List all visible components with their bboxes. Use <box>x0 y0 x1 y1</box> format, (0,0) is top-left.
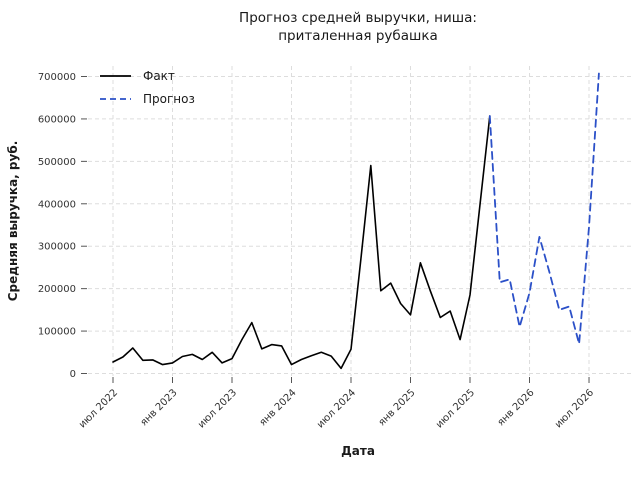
y-tick-label: 500000 <box>38 157 76 168</box>
grid <box>88 66 632 376</box>
y-tick-label: 100000 <box>38 327 76 338</box>
x-tick-label: июл 2023 <box>196 387 239 430</box>
x-tick-label: янв 2024 <box>258 387 299 428</box>
x-tick-label: янв 2025 <box>377 387 418 428</box>
y-tick-label: 400000 <box>38 199 76 210</box>
x-tick-label: июл 2024 <box>315 387 358 430</box>
x-tick-label: янв 2023 <box>139 387 180 428</box>
x-tick-label: июл 2026 <box>553 387 596 430</box>
y-tick-label: 200000 <box>38 284 76 295</box>
y-tick-label: 700000 <box>38 72 76 83</box>
x-tick-label: июл 2025 <box>434 387 477 430</box>
y-axis-label: Средняя выручка, руб. <box>6 141 20 302</box>
chart-title-line2: приталенная рубашка <box>278 28 438 44</box>
legend-fact-label: Факт <box>143 69 175 83</box>
data-series <box>112 72 600 370</box>
axis-ticks: 0 100000 200000 300000 400000 500000 600000 700… <box>38 72 596 430</box>
x-tick-label: июл 2022 <box>77 387 120 430</box>
fact-line <box>112 115 491 370</box>
y-tick-label: 0 <box>70 369 76 380</box>
y-tick-label: 600000 <box>38 114 76 125</box>
x-axis-label: Дата <box>341 444 375 458</box>
forecast-line <box>488 72 600 345</box>
legend-forecast-label: Прогноз <box>143 92 195 106</box>
legend: Факт Прогноз <box>100 69 195 106</box>
y-tick-label: 300000 <box>38 242 76 253</box>
chart-title-line1: Прогноз средней выручки, ниша: <box>239 10 477 26</box>
x-tick-label: янв 2026 <box>496 387 537 428</box>
